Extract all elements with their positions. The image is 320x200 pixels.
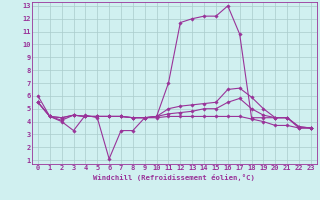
- X-axis label: Windchill (Refroidissement éolien,°C): Windchill (Refroidissement éolien,°C): [93, 174, 255, 181]
